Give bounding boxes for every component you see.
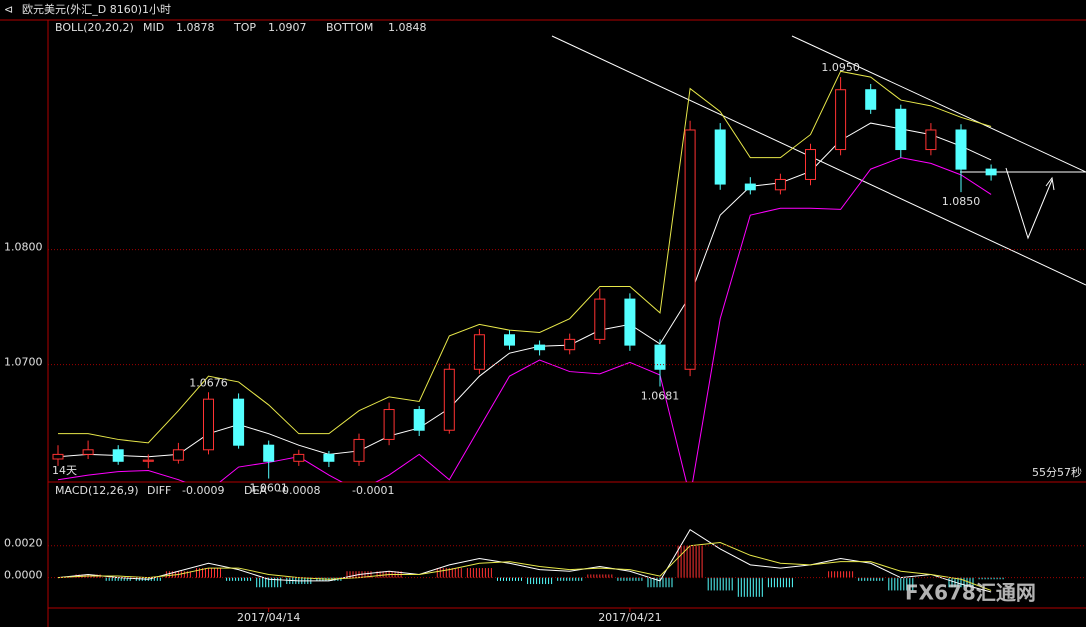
candle-body <box>654 344 666 370</box>
legend-value: -0.0008 <box>278 484 320 497</box>
indicator-line <box>58 70 992 444</box>
y-tick-label: 0.0020 <box>4 537 43 550</box>
candle-body <box>564 338 576 351</box>
legend-value: -0.0009 <box>182 484 224 497</box>
indicator-line <box>57 529 992 593</box>
candle-body <box>774 178 786 191</box>
low-label: 1.0850 <box>942 195 981 208</box>
indicator-line <box>57 157 992 482</box>
low-label: 1.0681 <box>641 390 680 403</box>
candle-body <box>744 183 756 191</box>
legend-name: TOP <box>233 21 256 34</box>
watermark: FX678汇通网 <box>905 581 1036 605</box>
legend-name: DEA <box>244 484 267 497</box>
candle-body <box>233 398 245 446</box>
legend-name: DIFF <box>147 484 171 497</box>
candle-body <box>835 89 847 151</box>
y-tick-label: 1.0700 <box>4 356 43 369</box>
candle-body <box>865 89 877 110</box>
indicator-name: MACD(12,26,9) <box>55 484 139 497</box>
candle-body <box>172 449 184 461</box>
chart-title: 欧元美元(外汇_D 8160)1小时 <box>22 3 171 16</box>
candle-body <box>805 149 816 180</box>
macd-plot <box>57 529 1004 597</box>
candle-body <box>82 449 94 455</box>
candle-body <box>714 129 726 185</box>
candle-body <box>895 108 907 151</box>
candle-body <box>203 398 214 451</box>
candle-body <box>504 334 515 346</box>
legend-value: 1.0848 <box>388 21 427 34</box>
period-note: 14天 <box>52 464 77 477</box>
trend-lines <box>551 35 1086 286</box>
high-label: 1.0950 <box>821 61 860 74</box>
price-plot <box>52 70 997 482</box>
candle-body <box>263 444 275 462</box>
menu-icon: ⊲ <box>4 3 13 16</box>
legend-value: 1.0907 <box>268 21 307 34</box>
candle-body <box>985 168 997 176</box>
indicator-line <box>57 541 992 591</box>
high-label: 1.0676 <box>189 376 228 389</box>
legend-value: 1.0878 <box>176 21 215 34</box>
low-label: 1.0601 <box>249 482 288 495</box>
candle-body <box>112 449 124 462</box>
candle-body <box>383 409 395 440</box>
legend-value: -0.0001 <box>352 484 394 497</box>
legend-name: MID <box>143 21 164 34</box>
candle-body <box>443 368 455 431</box>
candle-body <box>955 129 967 170</box>
candle-body <box>473 334 485 370</box>
legend-name: BOTTOM <box>326 21 373 34</box>
indicator-name: BOLL(20,20,2) <box>55 21 134 34</box>
y-tick-label: 1.0800 <box>4 241 43 254</box>
candle-body <box>353 438 365 462</box>
candle-body <box>142 459 154 462</box>
y-tick-label: 0.0000 <box>4 569 43 582</box>
title-bar <box>0 0 1086 20</box>
candle-body <box>534 344 546 351</box>
candle-body <box>293 453 305 462</box>
candle-body <box>52 453 64 460</box>
candle-body <box>594 298 606 340</box>
x-tick-label: 2017/04/21 <box>598 611 661 624</box>
candle-body <box>413 409 425 431</box>
candle-body <box>624 298 636 346</box>
candle-body <box>323 453 335 462</box>
countdown: 55分57秒 <box>1032 465 1082 479</box>
candle-body <box>925 129 937 151</box>
x-tick-label: 2017/04/14 <box>237 611 300 624</box>
